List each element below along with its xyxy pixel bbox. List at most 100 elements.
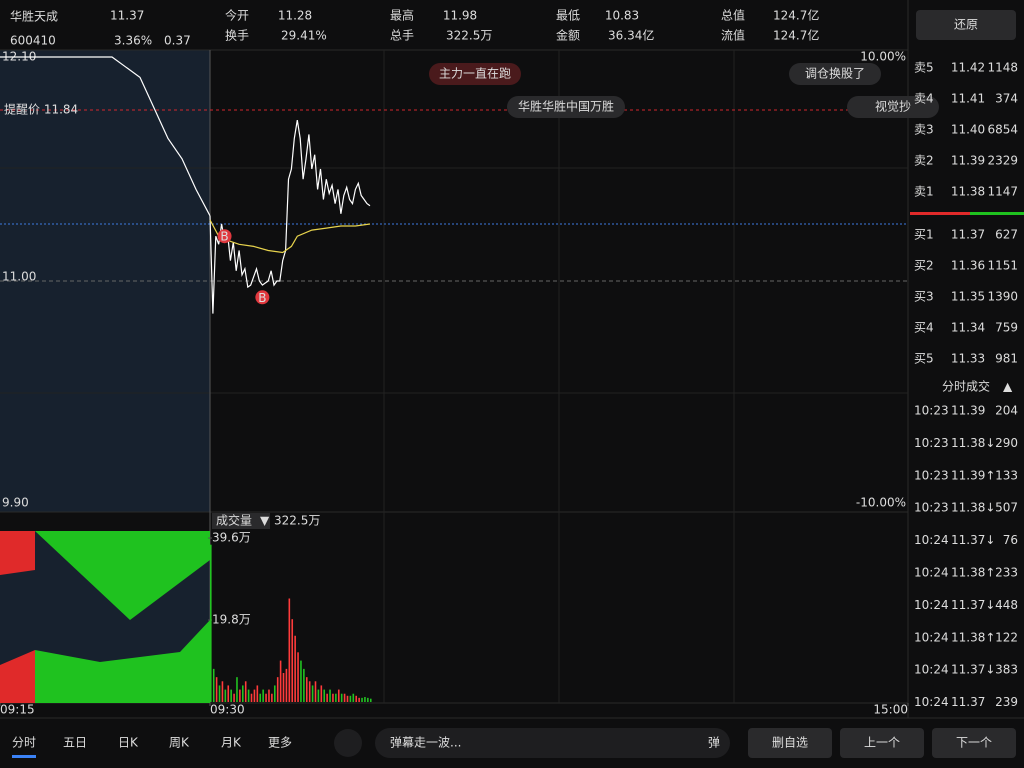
- danmaku-toggle[interactable]: [334, 729, 362, 757]
- button-label: 删自选: [772, 736, 808, 750]
- volume-bar: [349, 695, 352, 702]
- comment-tag[interactable]: [789, 63, 881, 85]
- stock-price: 11.37: [110, 9, 144, 23]
- book-price: 11.40: [951, 123, 985, 137]
- danmaku-input[interactable]: [375, 728, 730, 758]
- book-volume: 2329: [987, 154, 1018, 168]
- comment-tag[interactable]: [847, 96, 939, 118]
- book-volume: 1148: [987, 61, 1018, 75]
- button[interactable]: [840, 728, 924, 758]
- trade-volume: 448: [995, 598, 1018, 612]
- volume-bar: [247, 689, 250, 702]
- button-label: 还原: [954, 18, 978, 32]
- volume-selector[interactable]: [212, 513, 270, 529]
- stat-value: 29.41%: [281, 29, 327, 43]
- volume-bar: [300, 660, 302, 702]
- button[interactable]: [932, 728, 1016, 758]
- volume-bar: [297, 652, 299, 702]
- trade-volume: 233: [995, 566, 1018, 580]
- book-price: 11.42: [951, 61, 985, 75]
- book-label: 卖4: [914, 92, 934, 106]
- button[interactable]: [748, 728, 832, 758]
- comment-tag[interactable]: [429, 63, 521, 85]
- volume-bar: [358, 697, 360, 702]
- volume-bar: [221, 681, 224, 702]
- volume-title: 成交量: [216, 513, 252, 528]
- trades-title: 分时成交: [942, 379, 990, 394]
- book-price: 11.37: [951, 228, 985, 242]
- volume-bar: [241, 685, 244, 702]
- trade-price: 11.37: [951, 695, 985, 709]
- volume-bar: [326, 693, 328, 702]
- volume-bar: [227, 685, 230, 702]
- stock-name: 华胜天成: [10, 9, 58, 24]
- stat-label: 最高: [390, 8, 414, 23]
- stat-label: 金额: [556, 28, 580, 43]
- book-volume: 981: [995, 352, 1018, 366]
- book-price: 11.33: [951, 352, 985, 366]
- trade-volume: 383: [995, 663, 1018, 677]
- volume-bar: [285, 668, 288, 702]
- tab[interactable]: 日K: [118, 736, 139, 750]
- book-bar: [970, 212, 1024, 215]
- volume-bar: [308, 681, 311, 702]
- volume-bar: [323, 689, 326, 702]
- book-price: 11.34: [951, 321, 985, 335]
- volume-bar: [369, 698, 372, 702]
- book-bar: [910, 212, 970, 215]
- stat-label: 总手: [390, 29, 414, 43]
- x-tick-label: 09:30: [210, 703, 245, 717]
- volume-bar: [320, 685, 323, 702]
- volume-tick-label: 19.8万: [212, 613, 251, 627]
- tab[interactable]: 更多: [268, 736, 292, 750]
- trade-price: 11.39: [951, 404, 985, 418]
- price-line: [209, 120, 371, 314]
- dropdown-icon: ▼: [260, 514, 270, 528]
- volume-bar: [364, 697, 366, 702]
- tab[interactable]: 五日: [63, 736, 87, 750]
- volume-bar: [256, 685, 259, 702]
- volume-bar: [352, 693, 355, 702]
- volume-bar: [271, 693, 273, 702]
- change: 0.37: [164, 34, 191, 48]
- book-label: 买4: [914, 321, 934, 335]
- comment-tag[interactable]: [507, 96, 625, 118]
- auction-volume: [35, 531, 210, 620]
- book-price: 11.36: [951, 259, 985, 273]
- comment-text: 调仓换股了: [805, 67, 865, 81]
- trade-price: 11.38↓: [951, 436, 995, 450]
- book-volume: 1147: [987, 185, 1018, 199]
- volume-bar: [259, 693, 262, 702]
- trade-time: 10:24: [914, 566, 949, 580]
- trade-price: 11.39↑: [951, 468, 995, 482]
- tab[interactable]: 分时: [12, 736, 36, 750]
- stat-value: 124.7亿: [773, 8, 819, 23]
- book-label: 买2: [914, 259, 934, 273]
- book-label: 买1: [914, 228, 934, 242]
- trade-time: 10:23: [914, 468, 949, 482]
- trade-time: 10:24: [914, 598, 949, 612]
- stat-label: 换手: [225, 29, 249, 43]
- buy-marker-label: B: [258, 291, 266, 305]
- volume-bar: [291, 619, 294, 702]
- trade-price: 11.38↓: [951, 501, 995, 515]
- tab[interactable]: 周K: [169, 736, 190, 750]
- volume-bar: [236, 677, 238, 702]
- restore-button[interactable]: [916, 10, 1016, 40]
- y-tick-label: 11.00: [2, 270, 36, 284]
- trade-volume: 507: [995, 501, 1018, 515]
- volume-bar: [343, 693, 346, 702]
- danmaku-button[interactable]: 弹: [708, 736, 720, 750]
- auction-volume: [35, 620, 210, 703]
- y2-tick-label: -10.00%: [856, 496, 906, 510]
- tab[interactable]: 月K: [221, 736, 242, 750]
- book-volume: 374: [995, 92, 1018, 106]
- x-tick-label: 09:15: [0, 703, 35, 717]
- volume-bar: [250, 693, 253, 702]
- trade-time: 10:24: [914, 630, 949, 644]
- volume-bar: [303, 668, 305, 702]
- volume-bar: [230, 689, 232, 702]
- volume-bar: [332, 693, 334, 702]
- tab-indicator: [12, 755, 36, 758]
- stat-label: 最低: [556, 9, 580, 23]
